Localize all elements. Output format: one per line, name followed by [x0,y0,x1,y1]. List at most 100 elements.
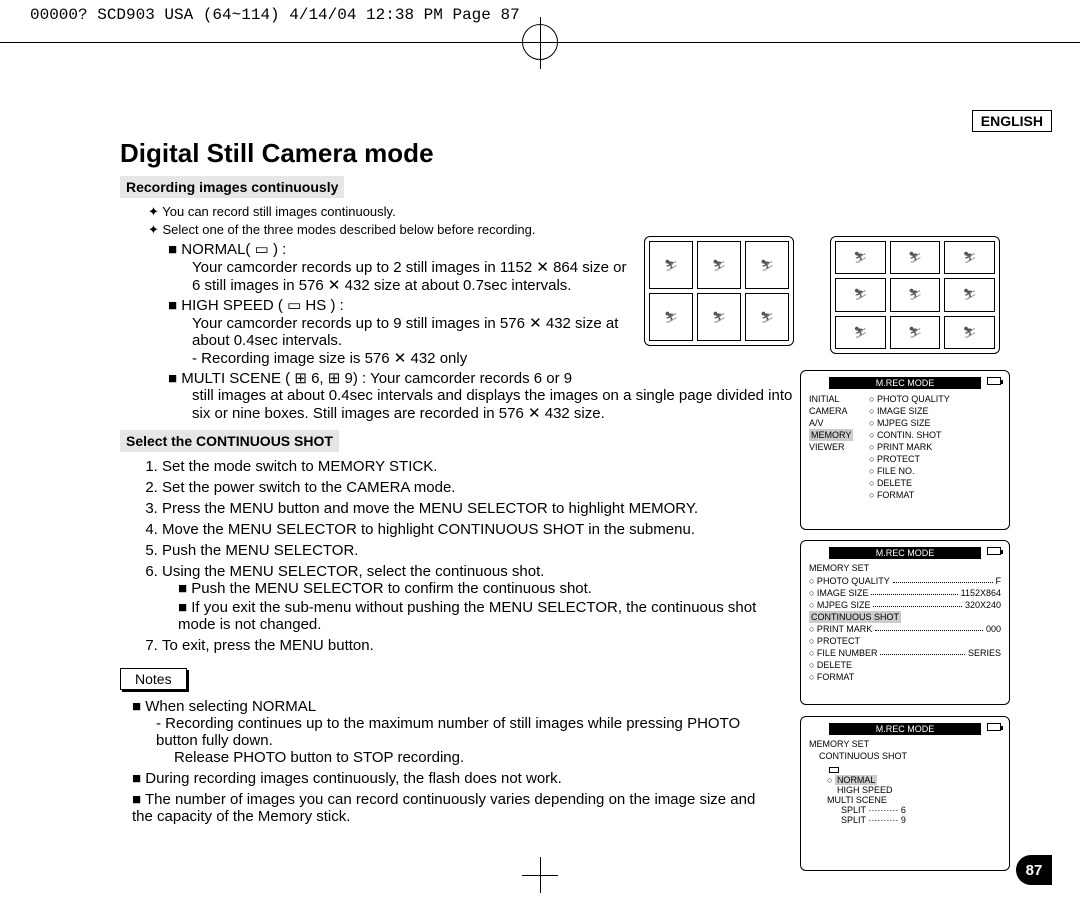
steps-list: Set the mode switch to MEMORY STICK. Set… [120,458,780,654]
crop-header: 00000? SCD903 USA (64~114) 4/14/04 12:38… [30,6,520,24]
crop-register-mark [522,24,558,60]
battery-icon [987,377,1001,385]
note-item: When selecting NORMAL - Recording contin… [132,698,780,766]
mode-multiscene: MULTI SCENE ( ⊞ 6, ⊞ 9) : Your camcorder… [168,369,808,422]
step-item: Set the power switch to the CAMERA mode. [162,479,780,496]
mode-desc: Your camcorder records up to 9 still ima… [168,314,630,349]
lcd-setting-row: ○ PRINT MARK000 [809,623,1001,635]
menu-item: PRINT MARK [877,442,932,452]
cell: ⛷ [697,241,741,289]
intro-item: You can record still images continuously… [148,204,780,220]
lcd-settings-list: ○ PHOTO QUALITYF○ IMAGE SIZE1152X864○ MJ… [809,575,1001,683]
cell: ⛷ [835,241,886,274]
menu-item: MJPEG SIZE [877,418,931,428]
multiscene-9-preview: ⛷ ⛷ ⛷ ⛷ ⛷ ⛷ ⛷ ⛷ ⛷ [830,236,1000,354]
note-item: The number of images you can record cont… [132,791,780,825]
lcd-screen-3: M.REC MODE MEMORY SET CONTINUOUS SHOT ○ … [800,716,1010,871]
menu-item: A/V [809,417,869,429]
lcd-header: M.REC MODE [829,723,981,735]
menu-item: INITIAL [809,393,869,405]
cell: ⛷ [944,316,995,349]
section-heading: Select the CONTINUOUS SHOT [120,430,339,452]
battery-icon [987,547,1001,555]
lcd-screen-2: M.REC MODE MEMORY SET ○ PHOTO QUALITYF○ … [800,540,1010,705]
note-sub: - Recording continues up to the maximum … [132,715,780,749]
grid9-icon: ⊞ [328,370,345,387]
cell: ⛷ [745,293,789,341]
lcd-setting-row: ○ PHOTO QUALITYF [809,575,1001,587]
option-item: HIGH SPEED [827,785,1001,795]
lcd-header: M.REC MODE [829,377,981,389]
step-item: Press the MENU button and move the MENU … [162,500,780,517]
menu-item: CONTIN. SHOT [877,430,942,440]
grid6-icon: ⊞ [294,370,311,387]
page-number: 87 [1016,855,1052,885]
menu-item: FORMAT [877,490,914,500]
lcd-setting-name: CONTINUOUS SHOT [809,751,1001,761]
lcd-subtitle: MEMORY SET [809,739,1001,749]
substep-item: If you exit the sub-menu without pushing… [178,599,780,633]
cell: ⛷ [890,278,941,311]
lcd-setting-row: ○ MJPEG SIZE320X240 [809,599,1001,611]
cell: ⛷ [745,241,789,289]
menu-item: PROTECT [877,454,920,464]
mode-label: NORMAL( [181,241,250,258]
menu-item-selected: MEMORY [809,429,853,441]
note-text: When selecting NORMAL [145,698,316,715]
cell: ⛷ [649,241,693,289]
mode-note: - Recording image size is 576 ✕ 432 only [168,349,630,367]
step-text: Using the MENU SELECTOR, select the cont… [162,563,544,580]
menu-item: PHOTO QUALITY [877,394,950,404]
mode-desc: still images at about 0.4sec intervals a… [168,387,808,422]
menu-item: CAMERA [809,405,869,417]
menu-item: FILE NO. [877,466,915,476]
menu-item: VIEWER [809,441,869,453]
option-item: MULTI SCENE [827,795,1001,805]
cell: ⛷ [944,278,995,311]
step-item: Using the MENU SELECTOR, select the cont… [162,563,780,633]
cell: ⛷ [890,241,941,274]
notes-heading: Notes [120,668,187,690]
multiscene-6-preview: ⛷ ⛷ ⛷ ⛷ ⛷ ⛷ [644,236,794,346]
note-sub: Release PHOTO button to STOP recording. [132,749,780,766]
lcd-header: M.REC MODE [829,547,981,559]
step-item: Set the mode switch to MEMORY STICK. [162,458,780,475]
lcd-setting-row: CONTINUOUS SHOT [809,611,1001,623]
bottom-register-mark [522,857,558,893]
page-title: Digital Still Camera mode [120,138,434,169]
intro-list: You can record still images continuously… [120,204,780,238]
option-selected: NORMAL [835,775,878,785]
overlap-hs-icon: ▭ HS [287,297,326,314]
cell: ⛷ [835,316,886,349]
mode-desc: Your camcorder records up to 2 still ima… [168,258,630,294]
section-heading: Recording images continuously [120,176,344,198]
cell: ⛷ [890,316,941,349]
lcd-setting-row: ○ DELETE [809,659,1001,671]
lcd-left-menu: INITIAL CAMERA A/V MEMORY VIEWER [809,393,869,501]
overlap-icon [829,767,839,773]
lcd-setting-row: ○ PROTECT [809,635,1001,647]
mode-normal: NORMAL( ▭ ) : Your camcorder records up … [168,240,630,294]
mode-label-end: ) : [330,297,343,314]
mode-label-end: ) : [273,241,286,258]
mode-label: MULTI SCENE ( [181,370,290,387]
notes-list: When selecting NORMAL - Recording contin… [120,698,780,825]
cell: ⛷ [649,293,693,341]
mode-mid: 6, [311,370,328,387]
menu-item: DELETE [877,478,912,488]
substep-item: Push the MENU SELECTOR to confirm the co… [178,580,780,597]
option-split: SPLIT ·········· 6 [827,805,1001,815]
lcd-subtitle: MEMORY SET [809,563,1001,573]
lcd-right-menu: ○ PHOTO QUALITY ○ IMAGE SIZE ○ MJPEG SIZ… [869,393,1001,501]
note-item: During recording images continuously, th… [132,770,780,787]
cell: ⛷ [697,293,741,341]
language-badge: ENGLISH [972,110,1052,132]
step-item: Push the MENU SELECTOR. [162,542,780,559]
cell: ⛷ [835,278,886,311]
mode-label: HIGH SPEED ( [181,297,283,314]
cell: ⛷ [944,241,995,274]
step-item: To exit, press the MENU button. [162,637,780,654]
option-split: SPLIT ·········· 9 [827,815,1001,825]
modes-list: NORMAL( ▭ ) : Your camcorder records up … [120,240,630,422]
lcd-setting-row: ○ IMAGE SIZE1152X864 [809,587,1001,599]
